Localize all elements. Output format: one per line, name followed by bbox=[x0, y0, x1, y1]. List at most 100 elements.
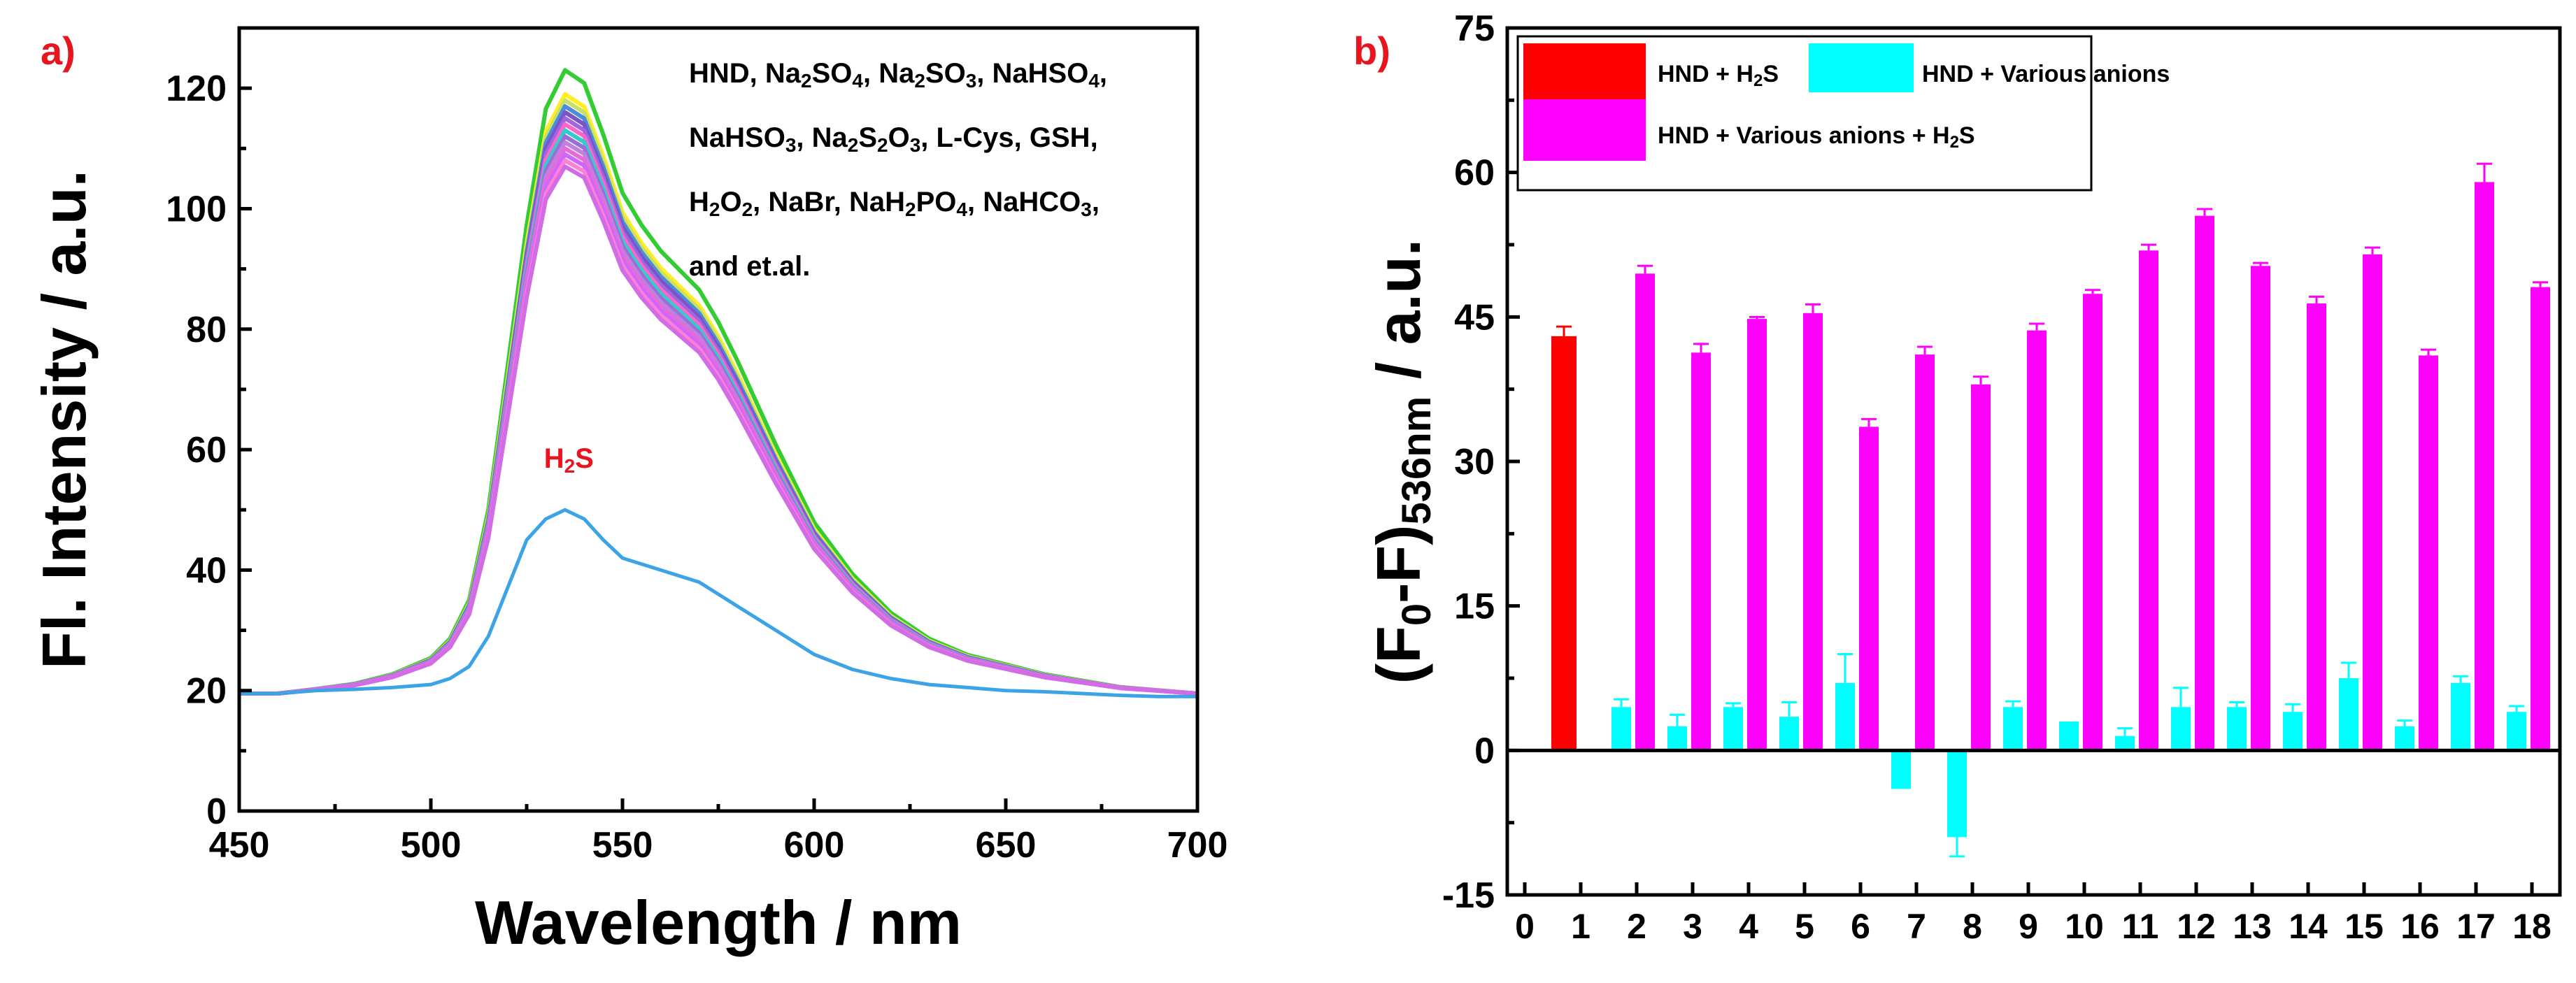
annotation-part: , Na bbox=[863, 58, 915, 89]
legend-swatch bbox=[1523, 99, 1646, 161]
y-axis-title-part: -F) bbox=[1364, 525, 1433, 603]
bar bbox=[2027, 330, 2047, 751]
annotation-part: 4 bbox=[956, 199, 967, 220]
x-tick-label: 16 bbox=[2400, 907, 2440, 946]
y-tick-label: 100 bbox=[166, 189, 227, 229]
bar bbox=[2475, 182, 2494, 751]
bar bbox=[2507, 712, 2526, 751]
annotation-part: , NaHSO bbox=[976, 58, 1088, 89]
x-tick-label: 18 bbox=[2512, 907, 2552, 946]
annotation-part: SO bbox=[812, 58, 853, 89]
spectrum-line bbox=[239, 152, 1198, 696]
bar bbox=[1551, 336, 1577, 751]
bar bbox=[1635, 273, 1655, 751]
panel-b-y-axis-title-text: (F0-F)536nm / a.u. bbox=[1364, 239, 1439, 684]
panel-a: a) 450 500 550 600 650 700 0 20 40 60 80 100 120 Wa… bbox=[29, 26, 1228, 957]
y-tick-label: 60 bbox=[186, 430, 227, 471]
annotation-part: S bbox=[858, 122, 877, 153]
bar bbox=[1835, 682, 1855, 751]
bar bbox=[2251, 266, 2270, 751]
annotation-line: and et.al. bbox=[689, 251, 810, 282]
y-tick-label: 30 bbox=[1454, 442, 1495, 482]
annotation-part: 2 bbox=[709, 199, 720, 220]
annotation-part: 4 bbox=[1088, 70, 1100, 92]
panel-a-x-axis-title: Wavelength / nm bbox=[475, 888, 962, 957]
annotation-part: 2 bbox=[905, 199, 916, 220]
y-tick-label: 120 bbox=[166, 69, 227, 109]
x-tick-label: 650 bbox=[976, 825, 1037, 866]
bar bbox=[2283, 712, 2303, 751]
panel-b-y-ticks: -15 0 15 30 45 60 75 bbox=[1442, 8, 1520, 916]
x-tick-label: 3 bbox=[1683, 907, 1702, 946]
x-tick-label: 13 bbox=[2233, 907, 2272, 946]
panel-a-series-group bbox=[239, 68, 1198, 698]
y-tick-label: 20 bbox=[186, 671, 227, 712]
annotation-part: O bbox=[888, 122, 910, 153]
annotation-part: PO bbox=[916, 187, 957, 217]
legend-label-part: 2 bbox=[1950, 133, 1959, 152]
x-tick-label: 17 bbox=[2456, 907, 2496, 946]
bar bbox=[2307, 303, 2326, 751]
bar bbox=[1803, 313, 1823, 751]
bar bbox=[2339, 678, 2358, 751]
bar bbox=[2003, 707, 2023, 751]
x-tick-label: 700 bbox=[1167, 825, 1228, 866]
x-tick-label: 7 bbox=[1907, 907, 1926, 946]
y-tick-label: 0 bbox=[1474, 731, 1495, 771]
annotation-part: SO bbox=[925, 58, 966, 89]
annotation-part: 2 bbox=[848, 134, 859, 156]
annotation-part: 2 bbox=[914, 70, 925, 92]
legend-label: HND + H2S bbox=[1658, 61, 1779, 90]
y-tick-label: 0 bbox=[206, 791, 227, 832]
bar bbox=[2115, 736, 2135, 751]
y-tick-label: 60 bbox=[1454, 153, 1495, 194]
legend-label-part: HND + H bbox=[1658, 61, 1753, 87]
annotation-part: 2 bbox=[877, 134, 888, 156]
y-tick-label: 45 bbox=[1454, 297, 1495, 338]
bar bbox=[1747, 319, 1767, 751]
bar bbox=[2195, 215, 2214, 751]
panel-a-y-axis-title: Fl. Intensity / a.u. bbox=[29, 170, 99, 669]
x-tick-label: 2 bbox=[1627, 907, 1646, 946]
x-tick-label: 4 bbox=[1739, 907, 1758, 946]
spectrum-line bbox=[239, 164, 1198, 696]
bar bbox=[1891, 750, 1911, 789]
x-tick-label: 10 bbox=[2065, 907, 2104, 946]
legend-label-part: S bbox=[1763, 61, 1779, 87]
annotation-part: 3 bbox=[966, 70, 977, 92]
annotation-part: , bbox=[1100, 58, 1107, 89]
annotation-part: 3 bbox=[785, 134, 797, 156]
annotation-part: HND, Na bbox=[689, 58, 802, 89]
spectrum-line bbox=[239, 92, 1198, 696]
annotation-part: 2 bbox=[742, 199, 753, 220]
y-tick-label: 15 bbox=[1454, 587, 1495, 627]
annotation-part: H bbox=[689, 187, 709, 217]
legend-swatch bbox=[1809, 43, 1914, 92]
x-tick-label: 8 bbox=[1963, 907, 1982, 946]
x-tick-label: 6 bbox=[1851, 907, 1870, 946]
annotation-line: NaHSO3, Na2S2O3, L-Cys, GSH, bbox=[689, 122, 1098, 156]
panel-a-h2s-label: H2S bbox=[544, 443, 594, 477]
x-tick-label: 450 bbox=[209, 825, 270, 866]
legend-label: HND + Various anions + H2S bbox=[1658, 122, 1975, 152]
y-tick-label: -15 bbox=[1442, 875, 1495, 916]
panel-a-x-ticks: 450 500 550 600 650 700 bbox=[209, 798, 1228, 866]
x-tick-label: 14 bbox=[2289, 907, 2328, 946]
bar bbox=[1691, 352, 1711, 751]
spectrum-line bbox=[239, 146, 1198, 696]
bar bbox=[1723, 707, 1743, 751]
bar bbox=[2451, 682, 2470, 751]
x-tick-label: 550 bbox=[592, 825, 653, 866]
y-tick-label: 40 bbox=[186, 550, 227, 591]
bar bbox=[1667, 726, 1687, 751]
panel-b: b) 0 1 2 3 4 5 6 7 8 9 10 11 12 13 14 15 16 17 18 -1501530… bbox=[1353, 8, 2562, 946]
x-tick-label: 500 bbox=[401, 825, 462, 866]
bar bbox=[1915, 354, 1935, 751]
x-tick-label: 1 bbox=[1571, 907, 1591, 946]
spectrum-line bbox=[239, 140, 1198, 696]
bar bbox=[2059, 722, 2079, 751]
bar bbox=[1779, 717, 1799, 751]
h2s-label: H2S bbox=[544, 443, 594, 477]
y-tick-label: 80 bbox=[186, 310, 227, 350]
